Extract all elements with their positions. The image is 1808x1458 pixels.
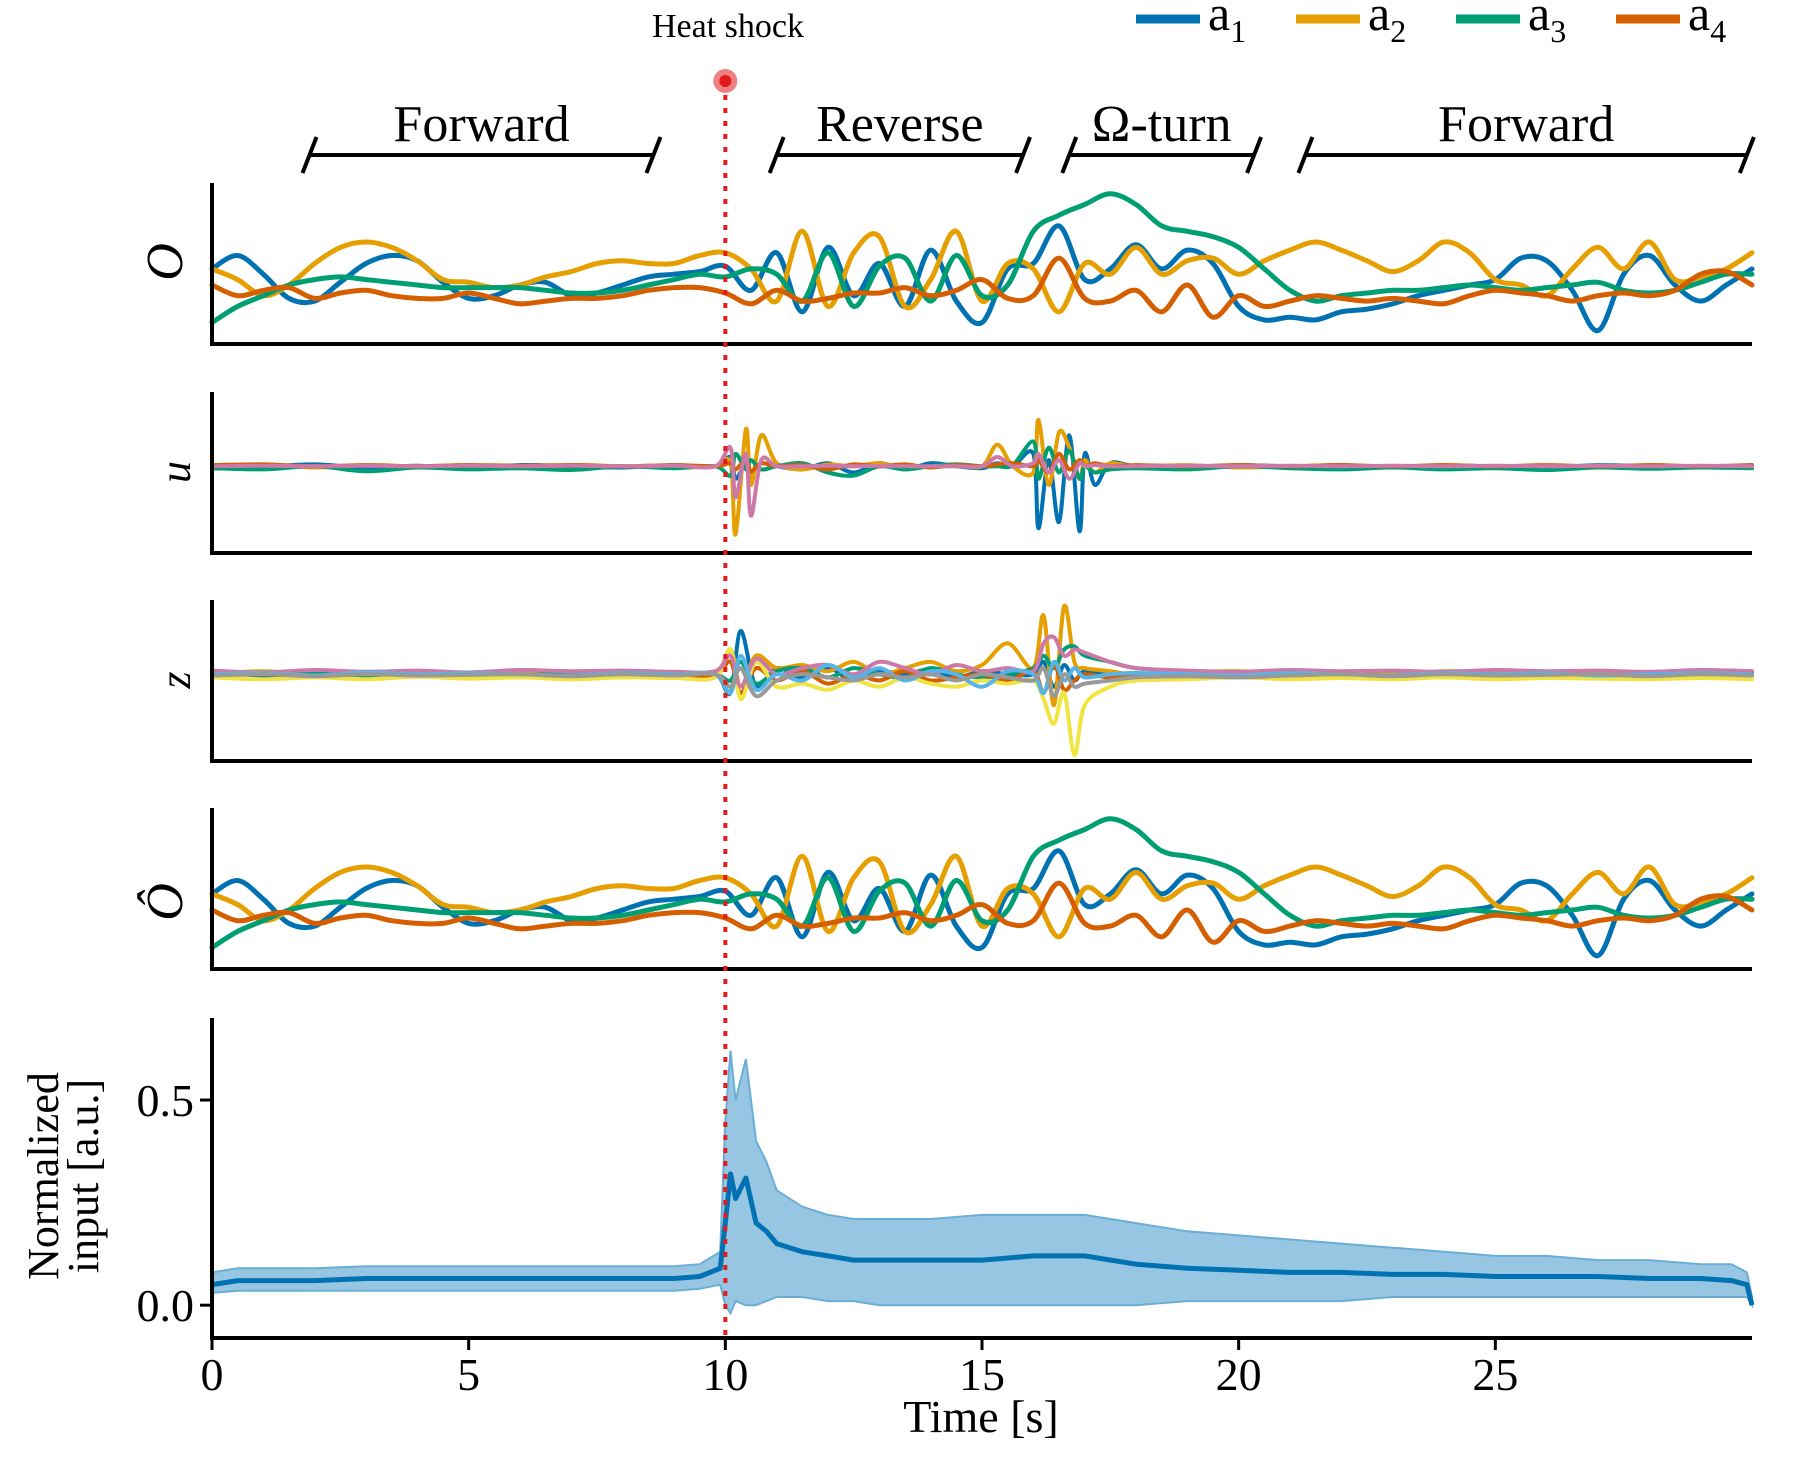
segment-cap-right bbox=[1014, 136, 1032, 174]
segment-3: Forward bbox=[1296, 96, 1756, 174]
segment-cap-right bbox=[1738, 136, 1756, 174]
segment-label: Reverse bbox=[816, 96, 983, 153]
heat-shock-dot bbox=[719, 75, 732, 87]
segment-2: Ω-turn bbox=[1060, 96, 1263, 174]
input-mean-line bbox=[211, 1171, 1755, 1306]
ylabel-O: O bbox=[137, 243, 194, 281]
legend-label: a4 bbox=[1688, 0, 1726, 49]
segment-label: Ω-turn bbox=[1092, 96, 1232, 153]
segment-cap-left bbox=[1060, 136, 1079, 174]
series-Ô-a4 bbox=[209, 880, 1755, 945]
panel-z bbox=[210, 600, 1754, 763]
legend-item-a4: a4 bbox=[1616, 0, 1726, 49]
x-tick-label: 0 bbox=[201, 1349, 224, 1400]
legend: a1 a2 a3 a4 bbox=[1136, 0, 1726, 49]
panel-normalized-input: 0.0 0.5 0 5 10 15 20 25 bbox=[137, 1018, 1755, 1400]
segment-cap-left bbox=[1296, 136, 1315, 174]
x-tick-label: 5 bbox=[457, 1349, 480, 1400]
y-tick-label: 0.5 bbox=[137, 1075, 195, 1126]
legend-item-a2: a2 bbox=[1296, 0, 1406, 49]
series-u-a1 bbox=[210, 433, 1754, 534]
panel-u bbox=[210, 392, 1754, 555]
x-tick-label: 25 bbox=[1472, 1349, 1518, 1400]
series-u-a5 bbox=[210, 444, 1754, 518]
y-tick-label: 0.0 bbox=[137, 1280, 195, 1331]
xlabel-time: Time [s] bbox=[903, 1391, 1059, 1442]
ylabel-input-line2: input [a.u.] bbox=[59, 1079, 108, 1273]
x-tick-label: 10 bbox=[702, 1349, 748, 1400]
panel-O bbox=[209, 183, 1755, 346]
ylabel-u: u bbox=[151, 461, 200, 483]
x-tick-label: 20 bbox=[1216, 1349, 1262, 1400]
series-O-a3 bbox=[209, 191, 1755, 325]
segment-label: Forward bbox=[1438, 96, 1614, 153]
segment-cap-right bbox=[644, 136, 663, 174]
segment-cap-left bbox=[300, 136, 319, 174]
legend-item-a3: a3 bbox=[1456, 0, 1566, 49]
series-u-a3 bbox=[210, 439, 1754, 481]
ylabel-input-line1: Normalized bbox=[19, 1072, 68, 1280]
legend-label: a2 bbox=[1368, 0, 1406, 49]
heat-shock-marker bbox=[713, 69, 738, 1338]
segment-label: Forward bbox=[393, 96, 569, 153]
x-tick-label: 15 bbox=[959, 1349, 1005, 1400]
legend-item-a1: a1 bbox=[1136, 0, 1246, 49]
segment-0: Forward bbox=[300, 96, 663, 174]
series-z-z2 bbox=[210, 603, 1754, 708]
series-O-a4 bbox=[209, 255, 1755, 320]
segment-cap-left bbox=[767, 136, 786, 174]
segment-1: Reverse bbox=[767, 96, 1032, 174]
series-z-z8 bbox=[210, 665, 1754, 699]
behavior-segments: Forward Reverse Ω-turn Forward bbox=[300, 96, 1756, 174]
panel-O-hat bbox=[209, 808, 1755, 971]
series-u-a2 bbox=[210, 417, 1754, 537]
legend-label: a1 bbox=[1208, 0, 1246, 49]
segment-cap-right bbox=[1245, 136, 1263, 174]
series-Ô-a3 bbox=[209, 816, 1755, 950]
ylabel-O-hat: Ô bbox=[136, 883, 194, 921]
series-z-z6 bbox=[210, 634, 1754, 689]
ylabel-z: z bbox=[151, 671, 200, 689]
heat-shock-label: Heat shock bbox=[652, 8, 804, 45]
legend-label: a3 bbox=[1528, 0, 1566, 49]
